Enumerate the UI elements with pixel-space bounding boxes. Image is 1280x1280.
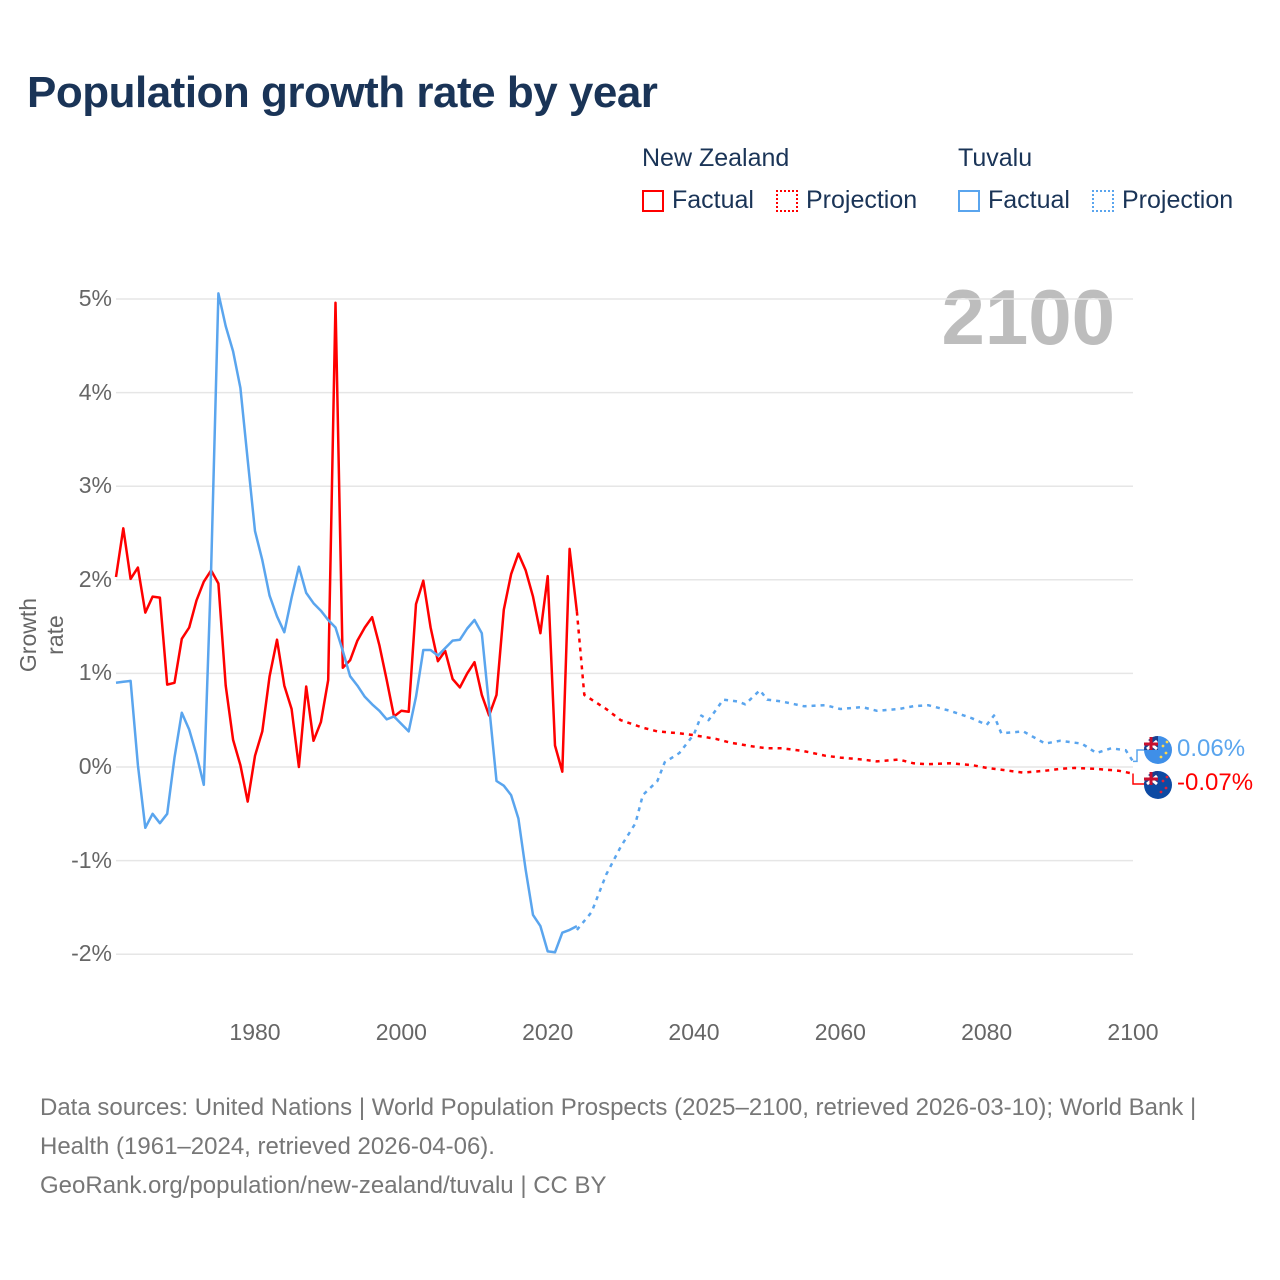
legend-item-nz-projection[interactable]: Projection (776, 186, 917, 215)
series-line-tuvalu-projection (575, 688, 1135, 931)
source-text: Data sources: United Nations | World Pop… (40, 1094, 1197, 1160)
legend-label: Projection (806, 186, 918, 214)
y-tick-label: 5% (78, 285, 112, 311)
x-tick-label: 2040 (668, 1019, 720, 1045)
year-watermark: 2100 (941, 273, 1115, 361)
y-tick-label: -1% (71, 846, 112, 873)
flag-new-zealand-icon (1144, 771, 1172, 799)
legend-item-nz-factual[interactable]: Factual (642, 186, 754, 215)
y-tick-label: 0% (78, 753, 112, 779)
flag-tuvalu-icon (1144, 736, 1172, 764)
x-tick-label: 2020 (522, 1019, 574, 1045)
source-link[interactable]: GeoRank.org/population/new-zealand/tuval… (40, 1172, 607, 1199)
x-tick-label: 2060 (814, 1019, 866, 1045)
legend-group-new-zealand: New Zealand (642, 144, 790, 172)
y-tick-label: 3% (78, 472, 112, 499)
x-tick-label: 1980 (229, 1019, 281, 1045)
end-connector-tuvalu (1133, 749, 1150, 763)
legend-swatch-tuvalu-factual (958, 189, 980, 212)
legend-swatch-nz-factual (642, 189, 664, 212)
series-line-new-zealand-factual (114, 301, 579, 803)
x-tick-label: 2080 (961, 1019, 1013, 1045)
x-tick-label: 2100 (1107, 1019, 1159, 1045)
source-note: Data sources: United Nations | World Pop… (40, 1088, 1240, 1205)
series-line-new-zealand-projection (575, 611, 1134, 775)
legend-item-tuvalu-factual[interactable]: Factual (958, 186, 1070, 215)
y-tick-label: 1% (78, 659, 112, 686)
y-tick-label: 4% (78, 378, 112, 405)
chart-title: Population growth rate by year (27, 68, 658, 117)
x-tick-label: 2000 (375, 1019, 427, 1045)
legend-swatch-tuvalu-projection (1092, 189, 1114, 212)
y-tick-label: -2% (71, 940, 112, 967)
end-label-new-zealand: -0.07% (1177, 769, 1254, 796)
series-line-tuvalu-factual (115, 292, 578, 954)
legend-swatch-nz-projection (776, 189, 798, 212)
end-label-tuvalu: 0.06% (1177, 735, 1246, 762)
legend-item-tuvalu-projection[interactable]: Projection (1092, 186, 1233, 215)
legend-label: Projection (1122, 186, 1234, 214)
legend-label: Factual (672, 186, 754, 214)
legend-label: Factual (988, 186, 1070, 214)
legend-group-tuvalu: Tuvalu (958, 144, 1033, 172)
y-tick-label: 2% (78, 565, 112, 592)
